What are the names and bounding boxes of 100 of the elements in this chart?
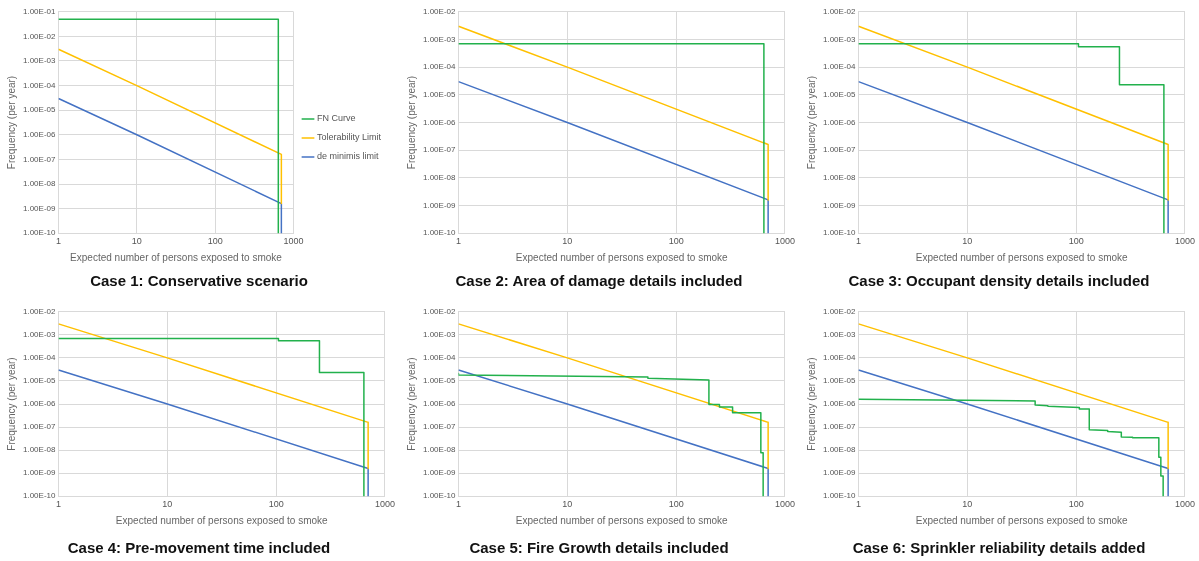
x-tick-label: 1 — [855, 236, 861, 247]
y-tick-label: 1.00E-09 — [823, 200, 857, 210]
y-tick-label: 1.00E-09 — [23, 468, 57, 478]
x-tick-label: 10 — [562, 499, 573, 510]
x-tick-label: 1 — [455, 236, 461, 247]
y-tick-label: 1.00E-05 — [823, 376, 857, 386]
y-tick-label: 1.00E-08 — [423, 445, 457, 455]
x-tick-label: 100 — [268, 499, 284, 510]
y-tick-label: 1.00E-02 — [823, 7, 857, 16]
y-axis-title: Frequency (per year) — [405, 75, 417, 170]
y-tick-label: 1.00E-02 — [23, 307, 57, 316]
y-tick-label: 1.00E-07 — [423, 422, 457, 432]
y-axis-title: Frequency (per year) — [5, 75, 17, 170]
y-tick-label: 1.00E-06 — [423, 117, 457, 127]
y-tick-label: 1.00E-06 — [23, 130, 57, 139]
y-tick-label: 1.00E-09 — [823, 468, 857, 478]
legend-label: de minimis limit — [317, 151, 380, 162]
y-tick-label: 1.00E-07 — [23, 154, 57, 164]
x-axis-title: Expected number of persons exposed to smoke — [70, 251, 283, 263]
y-tick-label: 1.00E-06 — [823, 399, 857, 409]
y-tick-label: 1.00E-03 — [823, 34, 857, 44]
text: Case 3: Occupant density details included — [847, 272, 1151, 289]
y-tick-label: 1.00E-07 — [423, 145, 457, 155]
y-axis-title: Frequency (per year) — [5, 357, 17, 451]
y-tick-label: 1.00E-06 — [423, 399, 457, 409]
y-tick-label: 1.00E-10 — [23, 491, 57, 501]
y-tick-label: 1.00E-04 — [423, 62, 457, 72]
x-axis-title: Expected number of persons exposed to smoke — [515, 514, 729, 526]
x-tick-label: 1000 — [1174, 499, 1195, 510]
x-tick-label: 10 — [131, 236, 142, 247]
y-tick-label: 1.00E-08 — [423, 173, 457, 183]
text: Case 6: Sprinkler reliability details added — [851, 539, 1147, 556]
y-tick-label: 1.00E-07 — [823, 422, 857, 432]
y-tick-label: 1.00E-10 — [823, 491, 857, 501]
y-tick-label: 1.00E-08 — [23, 179, 57, 189]
y-tick-label: 1.00E-04 — [23, 80, 57, 90]
y-tick-label: 1.00E-05 — [23, 376, 57, 386]
y-axis-title: Frequency (per year) — [405, 357, 417, 451]
y-tick-label: 1.00E-05 — [823, 90, 857, 100]
legend-label: FN Curve — [317, 113, 356, 124]
x-tick-label: 10 — [562, 236, 573, 247]
x-tick-label: 10 — [162, 499, 173, 510]
x-axis-title: Expected number of persons exposed to smoke — [515, 251, 729, 263]
x-tick-label: 10 — [962, 499, 973, 510]
y-tick-label: 1.00E-08 — [23, 445, 57, 455]
x-tick-label: 100 — [668, 236, 684, 247]
y-tick-label: 1.00E-07 — [23, 422, 57, 432]
y-axis-title: Frequency (per year) — [805, 357, 817, 451]
y-tick-label: 1.00E-05 — [423, 90, 457, 100]
y-tick-label: 1.00E-04 — [823, 62, 857, 72]
x-tick-label: 1000 — [374, 499, 395, 510]
x-tick-label: 1 — [855, 499, 861, 510]
y-tick-label: 1.00E-10 — [823, 228, 857, 238]
y-tick-label: 1.00E-03 — [23, 56, 57, 66]
y-tick-label: 1.00E-10 — [423, 228, 457, 238]
text: Case 1: Conservative scenario — [89, 272, 309, 289]
y-tick-label: 1.00E-10 — [23, 228, 57, 238]
y-tick-label: 1.00E-03 — [823, 330, 857, 340]
x-axis-title: Expected number of persons exposed to smoke — [915, 514, 1129, 526]
y-tick-label: 1.00E-06 — [823, 117, 857, 127]
y-tick-label: 1.00E-10 — [423, 491, 457, 501]
x-tick-label: 1000 — [1174, 236, 1195, 247]
text: Case 2: Area of damage details included — [454, 272, 744, 289]
legend-label: Tolerability Limit — [317, 132, 382, 143]
y-tick-label: 1.00E-02 — [23, 31, 57, 41]
y-tick-label: 1.00E-02 — [423, 7, 457, 16]
text: Case 5: Fire Growth details included — [468, 539, 730, 556]
y-tick-label: 1.00E-04 — [423, 353, 457, 363]
y-tick-label: 1.00E-02 — [423, 307, 457, 316]
y-tick-label: 1.00E-07 — [823, 145, 857, 155]
y-tick-label: 1.00E-09 — [23, 203, 57, 213]
y-tick-label: 1.00E-03 — [423, 330, 457, 340]
text: Case 4: Pre-movement time included — [66, 539, 332, 556]
y-tick-label: 1.00E-08 — [823, 173, 857, 183]
y-tick-label: 1.00E-09 — [423, 468, 457, 478]
y-tick-label: 1.00E-05 — [23, 105, 57, 115]
y-tick-label: 1.00E-04 — [23, 353, 57, 363]
x-tick-label: 100 — [668, 499, 684, 510]
y-tick-label: 1.00E-04 — [823, 353, 857, 363]
x-axis-title: Expected number of persons exposed to smoke — [915, 251, 1129, 263]
y-tick-label: 1.00E-01 — [23, 7, 57, 16]
x-tick-label: 1000 — [283, 236, 304, 247]
y-tick-label: 1.00E-09 — [423, 200, 457, 210]
x-tick-label: 1 — [55, 499, 61, 510]
x-tick-label: 1000 — [774, 499, 795, 510]
y-tick-label: 1.00E-03 — [23, 330, 57, 340]
y-tick-label: 1.00E-08 — [823, 445, 857, 455]
x-tick-label: 10 — [962, 236, 973, 247]
x-tick-label: 1000 — [774, 236, 795, 247]
x-tick-label: 1 — [455, 499, 461, 510]
y-tick-label: 1.00E-05 — [423, 376, 457, 386]
x-tick-label: 100 — [1068, 499, 1084, 510]
y-tick-label: 1.00E-02 — [823, 307, 857, 316]
y-tick-label: 1.00E-03 — [423, 34, 457, 44]
x-tick-label: 1 — [55, 236, 61, 247]
x-tick-label: 100 — [207, 236, 223, 247]
y-axis-title: Frequency (per year) — [805, 75, 817, 170]
y-tick-label: 1.00E-06 — [23, 399, 57, 409]
x-axis-title: Expected number of persons exposed to smoke — [115, 514, 329, 526]
x-tick-label: 100 — [1068, 236, 1084, 247]
